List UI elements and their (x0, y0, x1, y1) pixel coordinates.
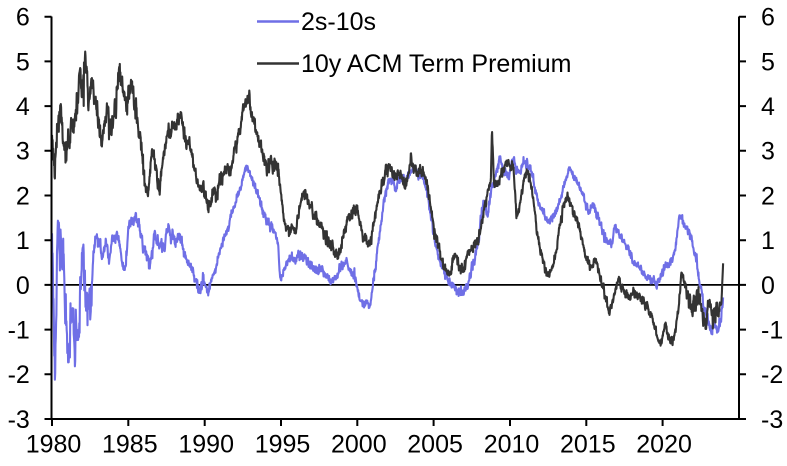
svg-text:-3: -3 (8, 406, 30, 434)
svg-text:2000: 2000 (331, 431, 387, 459)
svg-text:-1: -1 (761, 317, 783, 345)
svg-text:3: 3 (761, 138, 775, 166)
svg-text:2015: 2015 (560, 431, 616, 459)
svg-text:1: 1 (761, 227, 775, 255)
svg-text:4: 4 (16, 93, 30, 121)
svg-text:-2: -2 (8, 361, 30, 389)
svg-text:1985: 1985 (102, 431, 158, 459)
svg-text:5: 5 (16, 48, 30, 76)
svg-text:1: 1 (16, 227, 30, 255)
svg-text:1995: 1995 (255, 431, 311, 459)
svg-text:2: 2 (16, 182, 30, 210)
svg-text:1990: 1990 (178, 431, 234, 459)
svg-text:2005: 2005 (407, 431, 463, 459)
svg-text:0: 0 (16, 272, 30, 300)
svg-text:2: 2 (761, 182, 775, 210)
svg-text:1980: 1980 (26, 431, 82, 459)
svg-text:6: 6 (761, 4, 775, 32)
svg-text:2020: 2020 (636, 431, 692, 459)
svg-text:-3: -3 (761, 406, 783, 434)
svg-text:2010: 2010 (484, 431, 540, 459)
svg-text:6: 6 (16, 4, 30, 32)
svg-text:-1: -1 (8, 317, 30, 345)
svg-text:4: 4 (761, 93, 775, 121)
svg-text:10y ACM Term Premium: 10y ACM Term Premium (301, 50, 571, 78)
svg-text:2s-10s: 2s-10s (301, 8, 376, 36)
svg-text:0: 0 (761, 272, 775, 300)
svg-text:3: 3 (16, 138, 30, 166)
svg-text:-2: -2 (761, 361, 783, 389)
svg-text:5: 5 (761, 48, 775, 76)
